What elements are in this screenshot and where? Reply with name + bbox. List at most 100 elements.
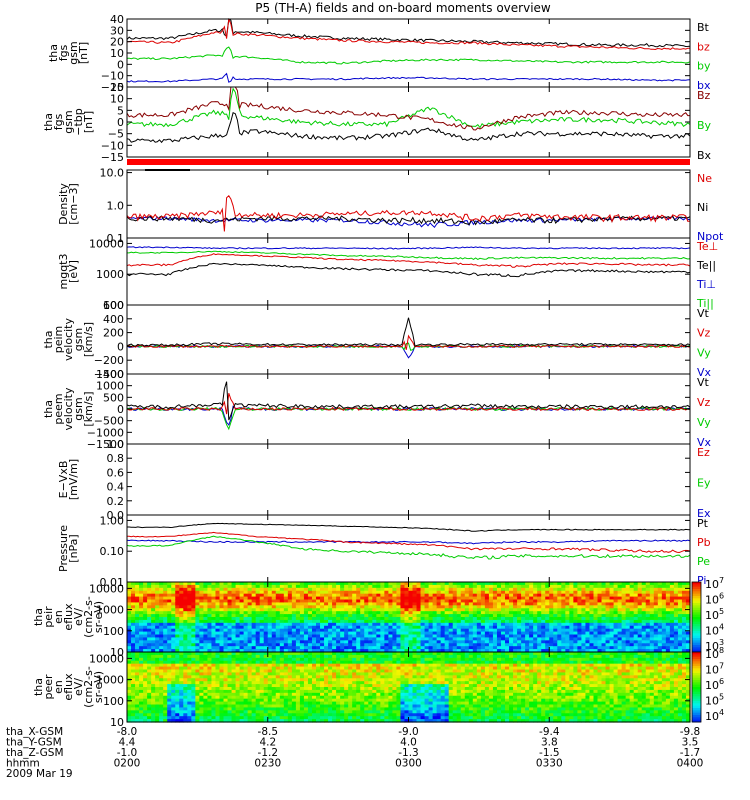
spectrogram-cell: [283, 663, 289, 668]
spectrogram-cell: [231, 719, 237, 723]
spectrogram-cell: [219, 590, 225, 595]
spectrogram-cell: [231, 602, 237, 606]
spectrogram-cell: [303, 640, 309, 644]
spectrogram-cell: [219, 669, 225, 674]
spectrogram-cell: [195, 684, 200, 688]
spectrogram-cell: [311, 625, 317, 630]
spectrogram-cell: [368, 619, 373, 624]
spectrogram-cell: [215, 678, 221, 682]
spectrogram-cell: [416, 634, 422, 639]
spectrogram-cell: [677, 625, 683, 630]
spectrogram-cell: [396, 643, 402, 647]
spectrogram-cell: [159, 605, 164, 609]
spectrogram-cell: [589, 596, 595, 601]
spectrogram-cell: [279, 695, 285, 700]
series-line-2: [126, 86, 690, 131]
spectrogram-cell: [649, 649, 655, 653]
spectrogram-cell: [669, 617, 675, 621]
spectrogram-cell: [287, 684, 293, 688]
spectrogram-cell: [171, 637, 176, 641]
spectrogram-cell: [159, 631, 164, 636]
spectrogram-cell: [159, 678, 164, 682]
spectrogram-cell: [291, 666, 297, 671]
spectrogram-cell: [428, 590, 434, 595]
spectrogram-cell: [203, 587, 209, 592]
spectrogram-cell: [275, 584, 281, 589]
spectrogram-cell: [416, 637, 422, 641]
spectrogram-cell: [617, 602, 623, 606]
spectrogram-cell: [251, 611, 257, 615]
spectrogram-cell: [420, 628, 426, 633]
spectrogram-cell: [629, 637, 635, 641]
spectrogram-cell: [311, 584, 317, 589]
spectrogram-cell: [641, 614, 647, 618]
spectrogram-cell: [557, 590, 562, 595]
spectrogram-cell: [131, 628, 136, 633]
spectrogram-cell: [440, 593, 446, 598]
spectrogram-cell: [685, 617, 691, 621]
spectrogram-cell: [621, 628, 627, 633]
spectrogram-cell: [340, 619, 345, 624]
spectrogram-cell: [235, 637, 241, 641]
y-tick-label: 0.4: [107, 481, 125, 494]
spectrogram-cell: [416, 587, 422, 592]
spectrogram-cell: [307, 634, 313, 639]
spectrogram-cell: [267, 684, 273, 688]
spectrogram-cell: [311, 634, 317, 639]
spectrogram-cell: [316, 611, 321, 615]
spectrogram-cell: [569, 643, 574, 647]
spectrogram-cell: [384, 602, 389, 606]
spectrogram-cell: [171, 649, 176, 653]
spectrogram-cell: [275, 596, 281, 601]
spectrogram-cell: [307, 622, 313, 627]
spectrogram-cell: [291, 704, 297, 709]
spectrogram-cell: [291, 698, 297, 703]
spectrogram-cell: [480, 625, 486, 630]
y-tick-label: −20: [101, 81, 124, 94]
spectrogram-cell: [424, 593, 430, 598]
spectrogram-cell: [496, 617, 502, 621]
spectrogram-cell: [569, 608, 574, 612]
spectrogram-cell: [384, 625, 389, 630]
spectrogram-cell: [541, 622, 546, 627]
spectrogram-cell: [420, 622, 426, 627]
spectrogram-cell: [243, 692, 249, 697]
spectrogram-cell: [657, 622, 663, 627]
spectrogram-cell: [171, 704, 176, 709]
spectrogram-cell: [151, 719, 156, 723]
spectrogram-cell: [577, 619, 583, 624]
spectrogram-cell: [456, 593, 462, 598]
spectrogram-cell: [223, 614, 229, 618]
spectrogram-cell: [613, 649, 619, 653]
spectrogram-cell: [179, 649, 184, 653]
colorbar-exponent: 5: [719, 607, 724, 616]
spectrogram-cell: [283, 611, 289, 615]
spectrogram-cell: [231, 716, 237, 720]
spectrogram-cell: [239, 678, 245, 682]
spectrogram-cell: [155, 707, 160, 711]
spectrogram-cell: [287, 614, 293, 618]
spectrogram-cell: [299, 602, 305, 606]
spectrogram-cell: [271, 672, 277, 676]
spectrogram-cell: [267, 593, 273, 598]
spectrogram-cell: [420, 593, 426, 598]
spectrogram-cell: [657, 582, 663, 586]
spectrogram-cell: [541, 617, 546, 621]
spectrogram-cell: [283, 660, 289, 665]
spectrogram-cell: [400, 649, 406, 653]
spectrogram-cell: [320, 584, 325, 589]
spectrogram-cell: [344, 631, 349, 636]
spectrogram-cell: [303, 625, 309, 630]
spectrogram-cell: [340, 640, 345, 644]
spectrogram-cell: [171, 611, 176, 615]
legend-entry: by: [697, 60, 711, 73]
spectrogram-cell: [147, 719, 152, 723]
spectrogram-cell: [287, 695, 293, 700]
spectrogram-cell: [287, 587, 293, 592]
spectrogram-cell: [203, 681, 209, 685]
spectrogram-cell: [324, 622, 329, 627]
spectrogram-cell: [336, 584, 341, 589]
spectrogram-cell: [143, 619, 148, 624]
colorbar-exponent: 3: [719, 638, 724, 647]
spectrogram-cell: [613, 599, 619, 604]
